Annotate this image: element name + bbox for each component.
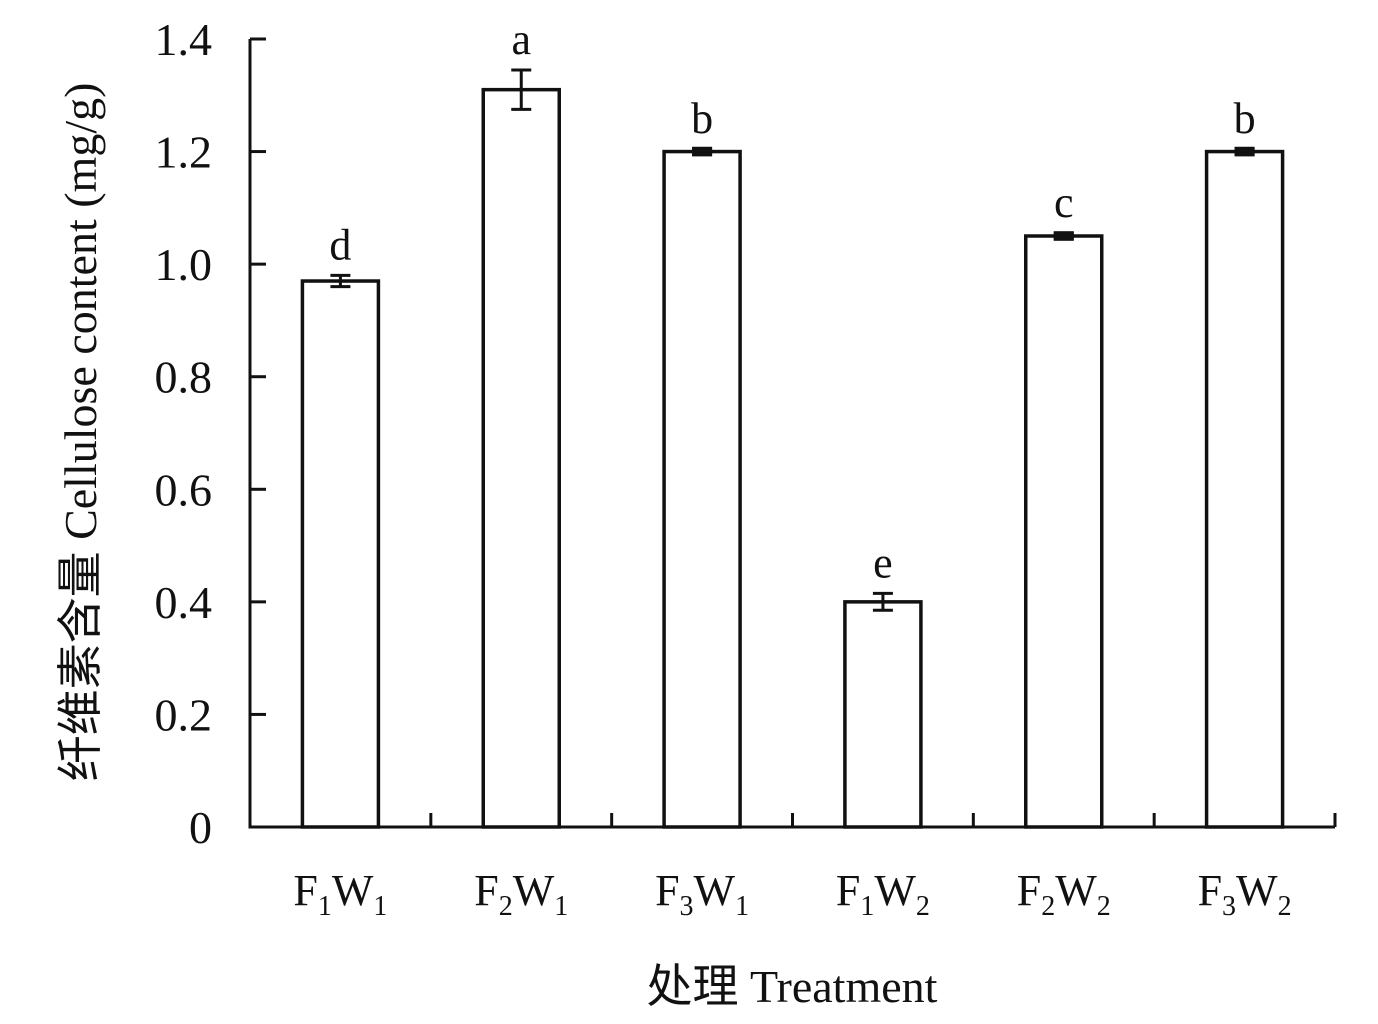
category-label: F2W1 [474,866,568,922]
bar [843,600,923,829]
bar [481,87,561,829]
category-label: F1W1 [293,866,387,922]
y-tick-label: 1.2 [155,127,213,178]
significance-label: b [691,94,713,143]
error-bar [330,273,351,289]
category-label: F3W2 [1198,866,1292,922]
y-tick-label: 1.0 [155,239,213,290]
bar [1204,149,1285,829]
y-tick-label: 0.8 [155,352,213,403]
category-label: F3W1 [655,866,749,922]
bar [662,149,742,829]
category-labels: F1W1 F2W1 F3W1 F1W2 F2W2 F3W2 [293,866,1291,922]
y-tick-label: 0.4 [155,577,213,628]
category-label: F2W2 [1017,866,1111,922]
error-bar [511,68,532,111]
y-tick-label: 0.6 [155,464,213,515]
y-axis-title: 纤维素含量 Cellulose content (mg/g) [55,83,106,782]
significance-label: c [1054,178,1074,227]
error-bars [330,68,1255,612]
significance-label: a [511,15,531,64]
bar [1024,234,1104,829]
error-bar [1234,146,1255,157]
significance-label: d [329,220,351,269]
significance-label: e [873,538,893,587]
significance-label: b [1234,94,1256,143]
x-axis-title: 处理 Treatment [647,961,938,1012]
y-tick-label: 0 [189,802,212,853]
bar [300,279,381,829]
y-tick-label: 1.4 [155,14,213,65]
significance-labels: d a b e c b [329,15,1255,587]
error-bar [692,146,713,157]
y-tick-label: 0.2 [155,689,213,740]
error-bar [872,591,893,612]
bars [300,87,1285,829]
error-bar [1053,231,1074,241]
axes: 0 0.2 0.4 0.6 0.8 1.0 1.2 1.4 [155,14,1337,853]
category-label: F1W2 [836,866,930,922]
